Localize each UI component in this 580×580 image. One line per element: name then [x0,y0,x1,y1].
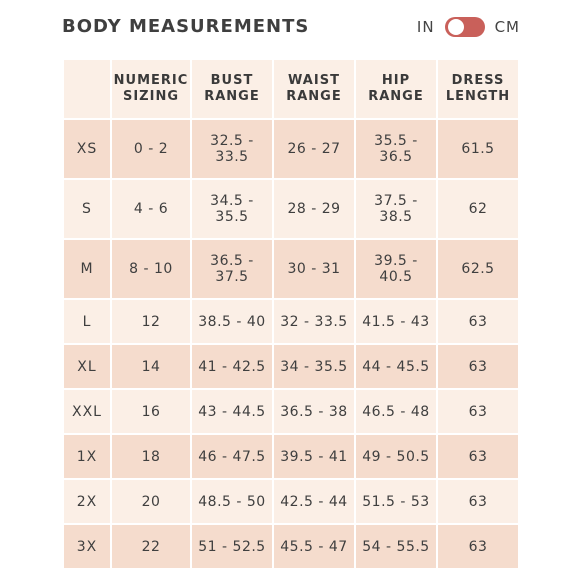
column-header-length: DRESS LENGTH [438,60,518,118]
length-cell: 63 [438,435,518,478]
size-label-cell: XXL [64,390,110,433]
waist-cell: 42.5 - 44 [274,480,354,523]
size-label-cell: XS [64,120,110,178]
bust-cell: 48.5 - 50 [192,480,272,523]
column-header-bust: BUST RANGE [192,60,272,118]
waist-cell: 36.5 - 38 [274,390,354,433]
size-label-cell: S [64,180,110,238]
switch-knob[interactable] [447,19,464,35]
bust-cell: 38.5 - 40 [192,300,272,343]
waist-cell: 34 - 35.5 [274,345,354,388]
unit-in-label[interactable]: IN [416,18,435,36]
size-label-cell: XL [64,345,110,388]
bust-cell: 43 - 44.5 [192,390,272,433]
waist-cell: 30 - 31 [274,240,354,298]
waist-cell: 39.5 - 41 [274,435,354,478]
hip-cell: 44 - 45.5 [356,345,436,388]
table-header-row: NUMERIC SIZING BUST RANGE WAIST RANGE HIP RA… [64,60,518,118]
numeric-cell: 0 - 2 [112,120,190,178]
column-header-numeric: NUMERIC SIZING [112,60,190,118]
unit-toggle: IN CM [417,16,520,38]
numeric-cell: 12 [112,300,190,343]
bust-cell: 34.5 -35.5 [192,180,272,238]
hip-cell: 37.5 -38.5 [356,180,436,238]
waist-cell: 26 - 27 [274,120,354,178]
numeric-cell: 8 - 10 [112,240,190,298]
length-cell: 63 [438,390,518,433]
bust-cell: 32.5 -33.5 [192,120,272,178]
numeric-cell: 4 - 6 [112,180,190,238]
column-header-waist: WAIST RANGE [274,60,354,118]
table-row: XS 0 - 2 32.5 -33.5 26 - 27 35.5 -36.5 61.5 [64,120,518,178]
numeric-cell: 18 [112,435,190,478]
table-row: 1X 18 46 - 47.5 39.5 - 41 49 - 50.5 63 [64,435,518,478]
length-cell: 61.5 [438,120,518,178]
size-label-cell: L [64,300,110,343]
waist-cell: 32 - 33.5 [274,300,354,343]
bust-cell: 41 - 42.5 [192,345,272,388]
page-title: BODY MEASUREMENTS [62,16,310,37]
numeric-cell: 20 [112,480,190,523]
length-cell: 63 [438,480,518,523]
hip-cell: 46.5 - 48 [356,390,436,433]
table-row: XXL 16 43 - 44.5 36.5 - 38 46.5 - 48 63 [64,390,518,433]
size-chart-table: NUMERIC SIZING BUST RANGE WAIST RANGE HIP RA… [62,58,520,570]
length-cell: 62.5 [438,240,518,298]
bust-cell: 51 - 52.5 [192,525,272,568]
hip-cell: 35.5 -36.5 [356,120,436,178]
table-row: L 12 38.5 - 40 32 - 33.5 41.5 - 43 63 [64,300,518,343]
length-cell: 63 [438,300,518,343]
hip-cell: 49 - 50.5 [356,435,436,478]
length-cell: 63 [438,525,518,568]
table-row: 2X 20 48.5 - 50 42.5 - 44 51.5 - 53 63 [64,480,518,523]
header: BODY MEASUREMENTS IN CM [0,0,580,56]
numeric-cell: 16 [112,390,190,433]
waist-cell: 28 - 29 [274,180,354,238]
hip-cell: 51.5 - 53 [356,480,436,523]
length-cell: 63 [438,345,518,388]
hip-cell: 41.5 - 43 [356,300,436,343]
column-header-hip: HIP RANGE [356,60,436,118]
size-label-cell: 3X [64,525,110,568]
size-label-cell: 2X [64,480,110,523]
bust-cell: 36.5 -37.5 [192,240,272,298]
waist-cell: 45.5 - 47 [274,525,354,568]
size-label-cell: M [64,240,110,298]
hip-cell: 39.5 -40.5 [356,240,436,298]
unit-switch[interactable] [444,17,485,37]
unit-cm-label[interactable]: CM [494,18,520,36]
size-label-cell: 1X [64,435,110,478]
table-row: XL 14 41 - 42.5 34 - 35.5 44 - 45.5 63 [64,345,518,388]
numeric-cell: 14 [112,345,190,388]
bust-cell: 46 - 47.5 [192,435,272,478]
numeric-cell: 22 [112,525,190,568]
table-row: 3X 22 51 - 52.5 45.5 - 47 54 - 55.5 63 [64,525,518,568]
length-cell: 62 [438,180,518,238]
hip-cell: 54 - 55.5 [356,525,436,568]
column-header-size [64,60,110,118]
